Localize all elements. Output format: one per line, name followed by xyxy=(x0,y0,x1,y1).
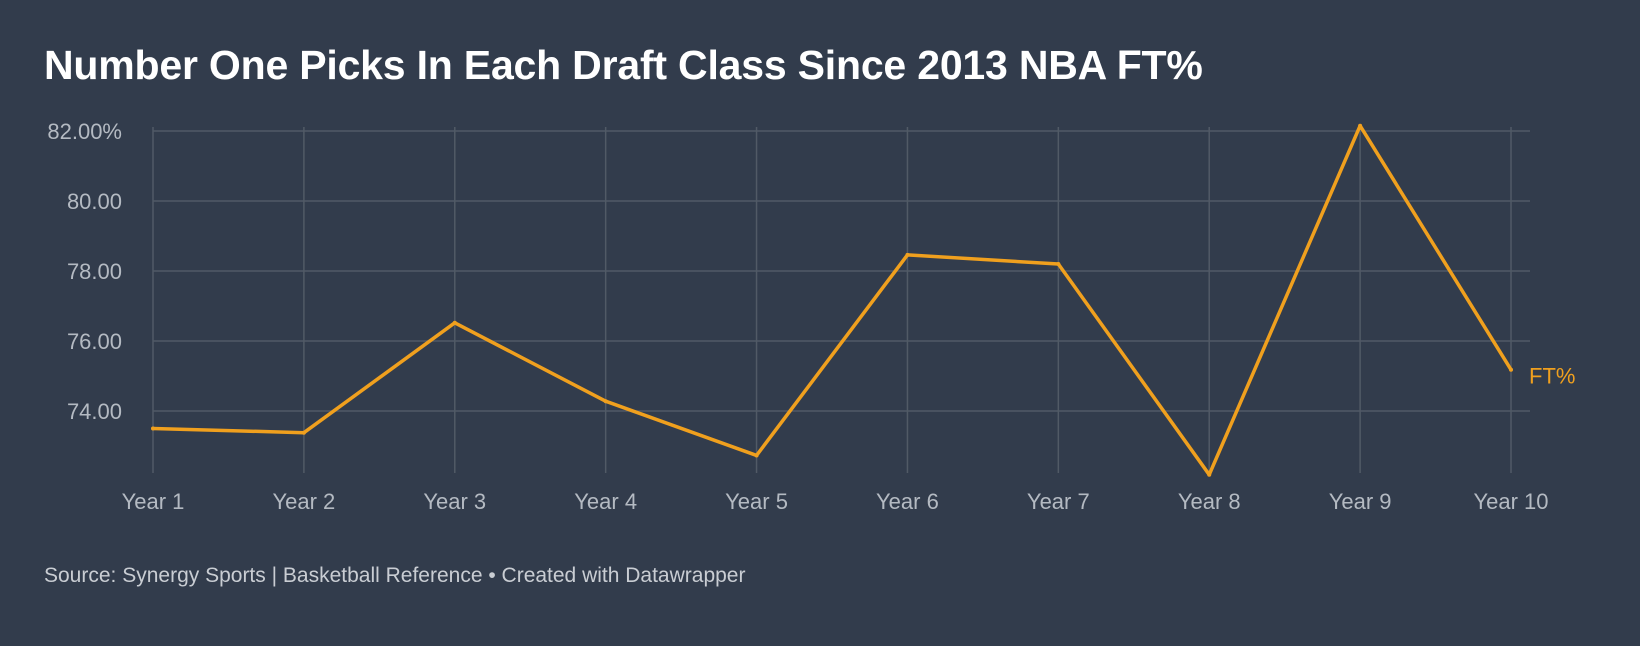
data-point xyxy=(1207,472,1212,477)
y-tick-label: 76.00 xyxy=(67,329,122,354)
x-tick-label: Year 1 xyxy=(122,489,185,514)
x-tick-label: Year 10 xyxy=(1473,489,1548,514)
x-tick-label: Year 5 xyxy=(725,489,788,514)
series-label: FT% xyxy=(1529,364,1575,389)
data-point xyxy=(754,453,759,458)
data-point xyxy=(301,430,306,435)
data-point xyxy=(1358,123,1363,128)
x-tick-label: Year 4 xyxy=(574,489,637,514)
series-layer: FT% xyxy=(151,123,1575,477)
data-point xyxy=(905,252,910,257)
data-point xyxy=(452,320,457,325)
x-axis-ticks: Year 1 Year 2 Year 3 Year 4 Year 5 Year 6 Year… xyxy=(122,489,1549,514)
x-tick-label: Year 8 xyxy=(1178,489,1241,514)
y-tick-label: 78.00 xyxy=(67,259,122,284)
data-point xyxy=(1056,262,1061,266)
grid-lines xyxy=(152,127,1530,473)
x-tick-label: Year 7 xyxy=(1027,489,1090,514)
x-tick-label: Year 2 xyxy=(272,489,335,514)
x-tick-label: Year 6 xyxy=(876,489,939,514)
source-note: Source: Synergy Sports | Basketball Refe… xyxy=(44,564,746,587)
y-tick-label: 80.00 xyxy=(67,189,122,214)
x-tick-label: Year 3 xyxy=(423,489,486,514)
data-point xyxy=(151,426,155,431)
series-line xyxy=(151,124,1513,477)
y-tick-label: 74.00 xyxy=(67,399,122,424)
y-axis-ticks: 82.00% 80.00 78.00 76.00 74.00 xyxy=(47,119,122,424)
data-point xyxy=(603,399,608,404)
data-point xyxy=(1509,367,1513,372)
x-tick-label: Year 9 xyxy=(1329,489,1392,514)
y-tick-label: 82.00% xyxy=(47,119,122,144)
chart-title: Number One Picks In Each Draft Class Sin… xyxy=(44,42,1203,88)
